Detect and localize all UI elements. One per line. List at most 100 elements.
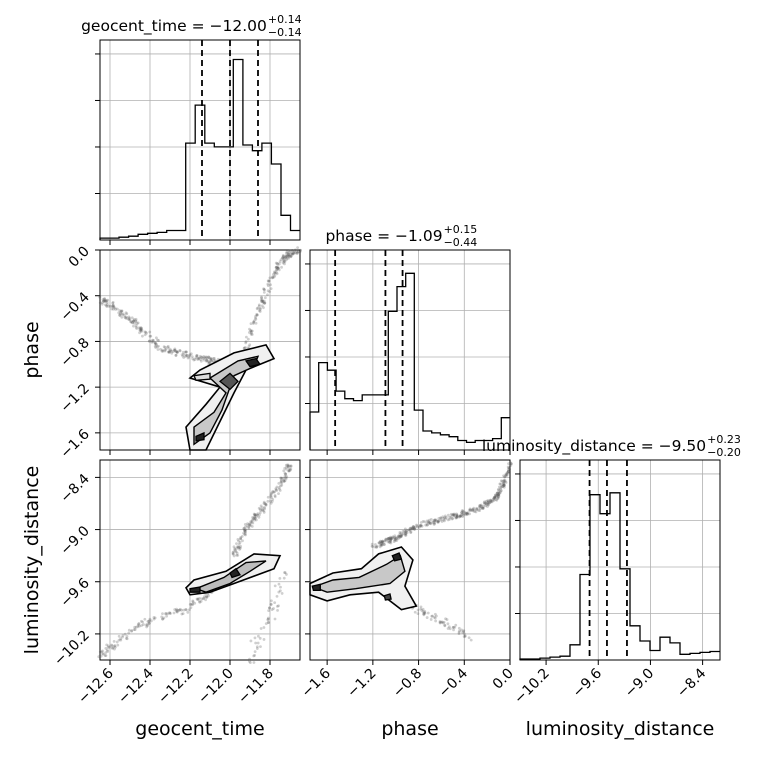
density-point bbox=[397, 537, 400, 541]
density-point bbox=[282, 576, 286, 580]
density-point bbox=[186, 356, 190, 360]
panel-2-2 bbox=[515, 459, 721, 665]
density-point bbox=[201, 357, 205, 360]
density-point bbox=[182, 356, 186, 359]
density-point bbox=[167, 350, 171, 354]
density-point bbox=[461, 510, 465, 514]
density-point bbox=[452, 513, 456, 517]
density-point bbox=[449, 515, 453, 519]
density-point bbox=[502, 485, 506, 489]
density-point bbox=[118, 313, 122, 317]
density-point bbox=[393, 536, 397, 540]
density-point bbox=[175, 610, 179, 614]
density-point bbox=[451, 517, 454, 520]
density-point bbox=[295, 249, 299, 253]
density-point bbox=[447, 625, 451, 629]
density-point bbox=[282, 256, 285, 260]
density-point bbox=[452, 628, 455, 632]
density-point bbox=[457, 630, 461, 634]
density-point bbox=[178, 349, 182, 352]
density-point bbox=[248, 524, 252, 527]
density-point bbox=[439, 518, 443, 522]
density-point bbox=[261, 508, 264, 512]
density-point bbox=[393, 534, 397, 538]
density-point bbox=[285, 467, 288, 471]
density-point bbox=[202, 358, 206, 362]
density-point bbox=[200, 355, 203, 359]
density-point bbox=[277, 486, 281, 489]
density-point bbox=[252, 661, 256, 664]
density-point bbox=[505, 471, 509, 474]
density-point bbox=[468, 512, 471, 516]
density-point bbox=[499, 489, 502, 493]
density-point bbox=[290, 252, 294, 256]
density-point bbox=[118, 314, 122, 317]
density-point bbox=[467, 508, 471, 512]
histogram-phase bbox=[309, 272, 510, 450]
density-point bbox=[185, 353, 189, 357]
density-point bbox=[121, 635, 124, 639]
density-point bbox=[399, 535, 403, 538]
density-point bbox=[298, 250, 302, 254]
x-tick-label: −8.4 bbox=[674, 665, 709, 700]
x-tick-label: −12.6 bbox=[75, 665, 117, 707]
density-point bbox=[426, 611, 430, 615]
density-point bbox=[100, 302, 104, 306]
density-point bbox=[472, 506, 476, 510]
density-point bbox=[389, 535, 392, 539]
density-point bbox=[235, 553, 239, 557]
density-point bbox=[255, 312, 259, 316]
density-point bbox=[266, 495, 270, 499]
density-point bbox=[243, 346, 246, 350]
density-point bbox=[151, 338, 155, 342]
density-point bbox=[160, 615, 164, 619]
density-point bbox=[484, 504, 488, 508]
density-point bbox=[499, 482, 503, 486]
density-point bbox=[483, 501, 487, 505]
contour-middle bbox=[311, 554, 406, 593]
density-point bbox=[488, 501, 492, 505]
density-point bbox=[149, 339, 153, 343]
density-point bbox=[110, 307, 114, 311]
density-point bbox=[254, 317, 258, 321]
density-point bbox=[278, 489, 282, 492]
density-point bbox=[189, 603, 193, 606]
density-point bbox=[471, 507, 475, 511]
density-point bbox=[462, 635, 466, 639]
density-point bbox=[172, 611, 176, 615]
density-point bbox=[440, 520, 444, 523]
density-point bbox=[276, 265, 280, 268]
density-point bbox=[285, 254, 288, 258]
density-point bbox=[111, 301, 115, 305]
density-point bbox=[283, 262, 286, 266]
density-point bbox=[249, 639, 253, 643]
density-point bbox=[260, 296, 264, 300]
density-point bbox=[419, 524, 423, 527]
density-point bbox=[507, 462, 510, 466]
density-point bbox=[426, 520, 430, 523]
density-point bbox=[277, 492, 280, 496]
density-point bbox=[113, 645, 117, 649]
density-point bbox=[289, 251, 293, 255]
density-point bbox=[112, 639, 116, 643]
density-point bbox=[443, 624, 447, 628]
density-point bbox=[495, 491, 499, 495]
density-point bbox=[208, 361, 212, 364]
density-point bbox=[423, 611, 427, 615]
density-point bbox=[271, 497, 275, 501]
density-point bbox=[276, 266, 280, 270]
density-points-luminosity_distance-vs-phase bbox=[370, 461, 513, 549]
density-point bbox=[493, 496, 497, 500]
density-point bbox=[422, 612, 426, 615]
density-point bbox=[455, 512, 458, 516]
title-luminosity_distance: luminosity_distance = −9.50 +0.23−0.20 bbox=[482, 433, 741, 459]
density-point bbox=[497, 491, 501, 495]
density-point bbox=[133, 628, 137, 632]
title-upper-error: +0.15 bbox=[444, 223, 478, 236]
density-point bbox=[105, 305, 109, 308]
x-tick-label: −9.6 bbox=[570, 665, 605, 700]
density-point bbox=[276, 267, 280, 270]
density-point bbox=[478, 505, 482, 508]
density-point bbox=[458, 629, 462, 633]
density-point bbox=[139, 328, 143, 332]
